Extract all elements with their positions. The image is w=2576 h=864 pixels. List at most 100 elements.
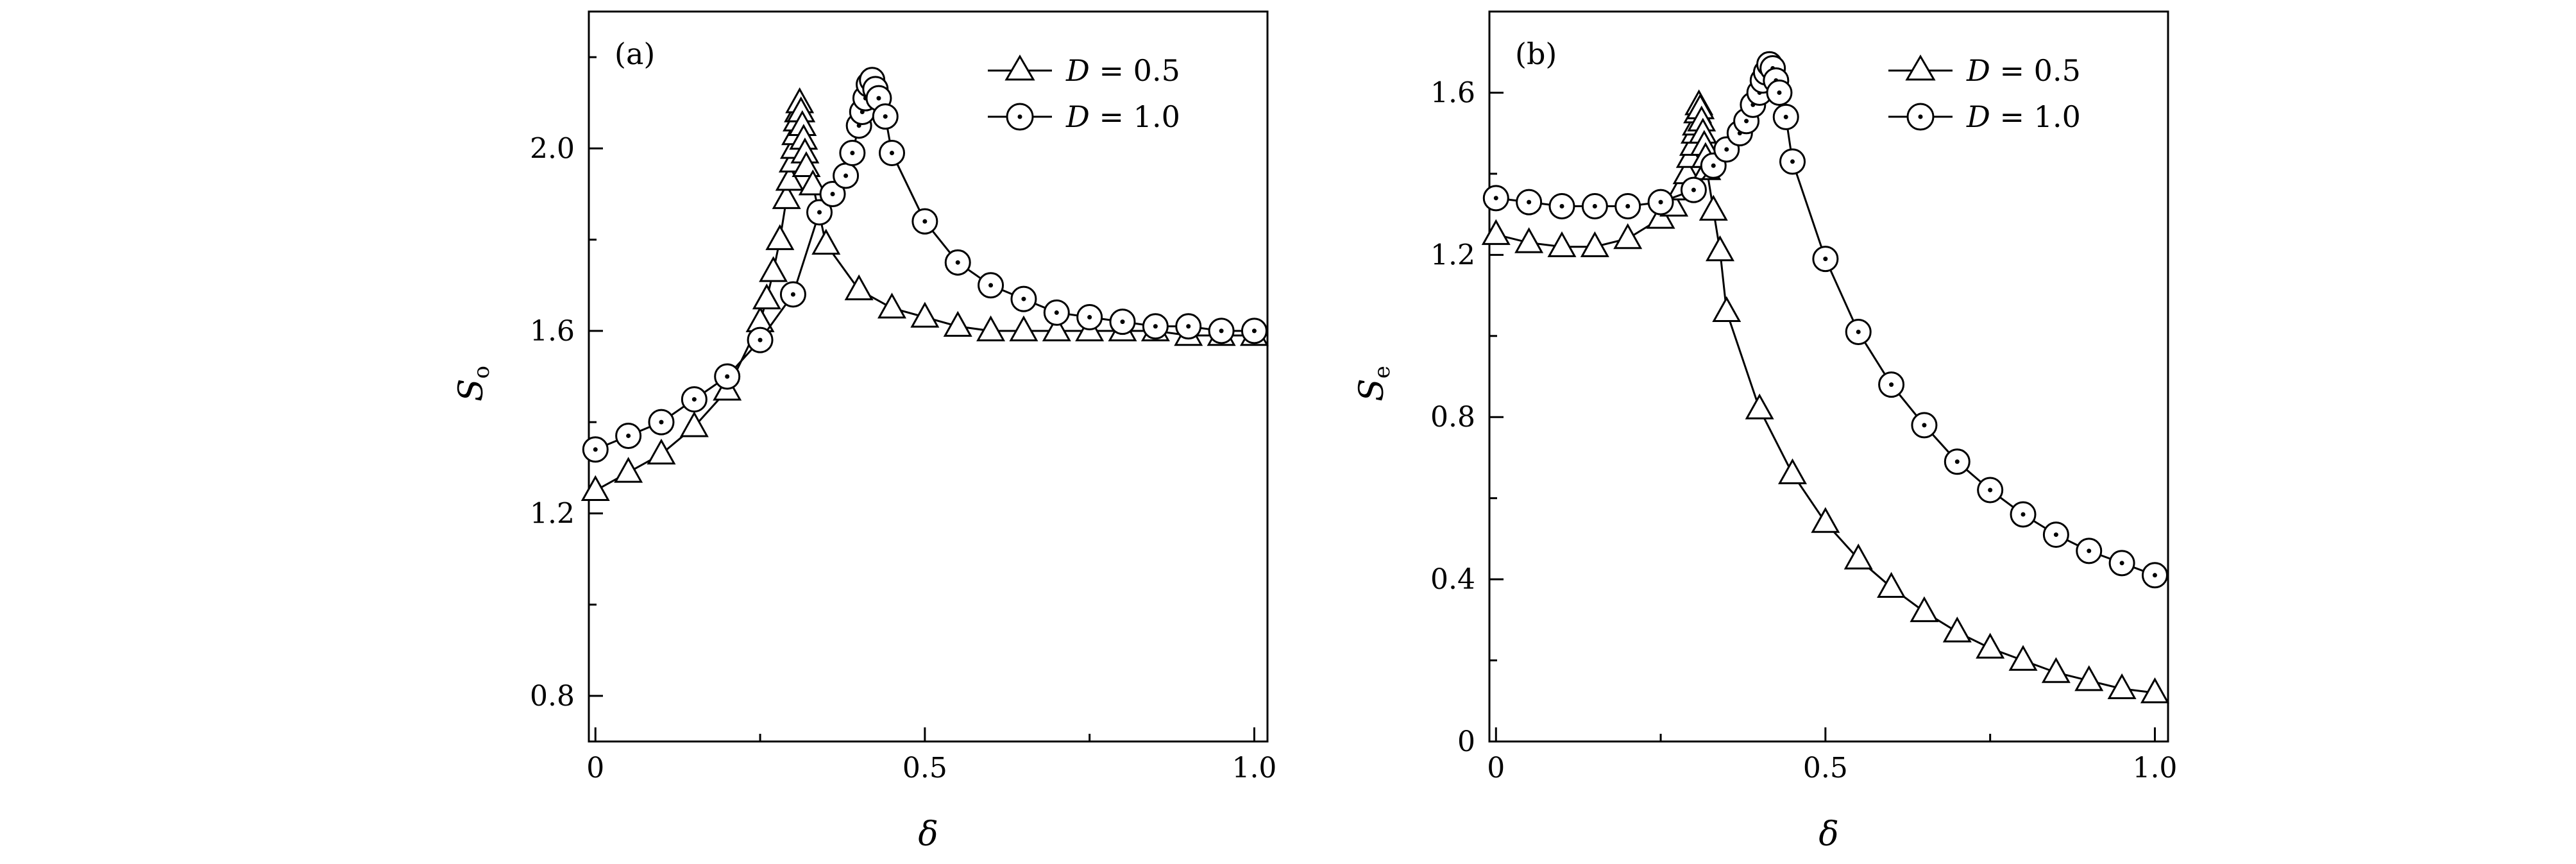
ticks: 0 0.5 1.0 0.8 1.2 1.6 2.0 [530, 56, 1276, 784]
circle-point-dot [2087, 548, 2092, 554]
circle-point-dot [1153, 324, 1158, 329]
y-tick-label: 1.6 [530, 315, 575, 348]
circle-dot-icon [1017, 114, 1022, 119]
triangle-point [772, 183, 801, 209]
circle-point-dot [1691, 187, 1696, 192]
circle-point-dot [659, 419, 664, 425]
triangle-point [1706, 235, 1735, 262]
triangle-point [765, 224, 795, 250]
y-tick-label: 1.2 [530, 497, 575, 530]
circle-point-dot [2152, 573, 2157, 578]
circle-point-dot [1021, 296, 1026, 301]
y-tick-label: 0.8 [530, 680, 575, 713]
x-tick-label: 1.0 [2132, 752, 2177, 784]
circle-point-dot [1922, 423, 1927, 428]
triangle-point [1481, 219, 1511, 245]
triangle-point [647, 438, 676, 465]
circle-point-dot [1724, 147, 1729, 152]
circle-point-dot [1988, 487, 1993, 493]
triangle-point [798, 169, 827, 196]
series-line [1495, 104, 2155, 694]
circle-point-dot [988, 283, 994, 288]
triangle-point [2074, 665, 2104, 691]
series-d05 [580, 87, 1269, 502]
legend: D = 0.5 D = 1.0 [1888, 53, 2081, 134]
triangle-point [2140, 677, 2169, 704]
triangle-point [759, 256, 788, 282]
circle-point-dot [1954, 459, 1960, 464]
triangle-point [943, 310, 972, 337]
circle-point-dot [593, 447, 598, 452]
triangle-point [844, 274, 874, 301]
circle-point-dot [1711, 163, 1716, 168]
series-layer [580, 67, 1269, 502]
y-axis-label: Se [1353, 366, 1395, 402]
circle-point-dot [1087, 315, 1092, 320]
series-d10 [582, 67, 1267, 463]
triangle-point [1811, 507, 1840, 533]
y-tick-label: 0 [1457, 725, 1475, 758]
circle-point-dot [1658, 199, 1663, 205]
y-tick-label: 1.2 [1430, 239, 1475, 271]
circle-point-dot [1889, 382, 1894, 387]
circle-point-dot [817, 210, 822, 215]
circle-point-dot [1625, 203, 1631, 208]
circle-point-dot [725, 374, 730, 379]
circle-point-dot [2053, 532, 2058, 538]
circle-point-dot [1493, 196, 1498, 201]
triangle-point [775, 165, 804, 191]
triangle-point [679, 411, 709, 437]
circle-point-dot [955, 260, 960, 265]
circle-point-dot [691, 397, 697, 402]
series-line [1496, 62, 2156, 577]
legend-item-d05: D = 0.5 [988, 53, 1180, 88]
circle-point-dot [1219, 328, 1224, 334]
circle-point-dot [758, 337, 763, 343]
triangle-point [1613, 223, 1643, 250]
ticks: 0 0.5 1.0 0 0.4 0.8 1.2 1.6 [1430, 10, 2177, 784]
triangle-point [1547, 231, 1577, 257]
triangle-point [1712, 296, 1741, 323]
series-d05 [1481, 89, 2169, 704]
panel-label: (b) [1515, 37, 1557, 71]
x-tick-label: 1.0 [1232, 752, 1276, 784]
panel-b: 0 0.5 1.0 0 0.4 0.8 1.2 1.6 (b) D = 0.5 D = 1.0… [1353, 10, 2177, 854]
legend-item-d05: D = 0.5 [1888, 53, 2081, 88]
triangle-point [1843, 543, 1873, 570]
triangle-point [976, 315, 1006, 342]
circle-point-dot [2021, 512, 2026, 517]
triangle-marker-icon [1004, 55, 1035, 81]
x-tick-label: 0 [586, 752, 604, 784]
y-axis-label: So [452, 366, 495, 402]
triangle-point [1009, 315, 1038, 342]
x-tick-label: 0.5 [902, 752, 947, 784]
circle-point-dot [1823, 257, 1828, 262]
x-tick-label: 0.5 [1803, 752, 1848, 784]
y-tick-label: 0.4 [1430, 563, 1475, 596]
y-tick-label: 2.0 [530, 132, 575, 165]
triangle-point [877, 292, 907, 319]
circle-point-dot [1527, 199, 1532, 205]
circle-point-dot [1120, 319, 1125, 325]
legend-item-d10: D = 1.0 [1888, 99, 2081, 134]
triangle-point [1942, 616, 1972, 643]
legend-label: D = 1.0 [1065, 99, 1180, 134]
circle-point-dot [1559, 203, 1564, 208]
circle-point-dot [790, 292, 795, 297]
legend-label: D = 0.5 [1065, 53, 1180, 88]
triangle-marker-icon [1905, 55, 1936, 81]
circle-point-dot [1744, 119, 1749, 124]
triangle-point [580, 475, 610, 502]
panel-a: 0 0.5 1.00.81.21.62.0 (a) D = 0.5 D = 1.0 … [452, 10, 1276, 854]
circle-point-dot [626, 433, 631, 438]
triangle-point [1042, 315, 1071, 342]
circle-point-dot [1856, 329, 1861, 334]
plot-frame [1488, 10, 2169, 743]
y-tick-label: 1.6 [1430, 76, 1475, 109]
circle-point-dot [850, 150, 855, 155]
circle-point-dot [843, 173, 849, 178]
circle-point-dot [1054, 310, 1059, 315]
triangle-point [1976, 632, 2005, 659]
circle-point-dot [2119, 561, 2124, 566]
triangle-point [811, 228, 841, 255]
